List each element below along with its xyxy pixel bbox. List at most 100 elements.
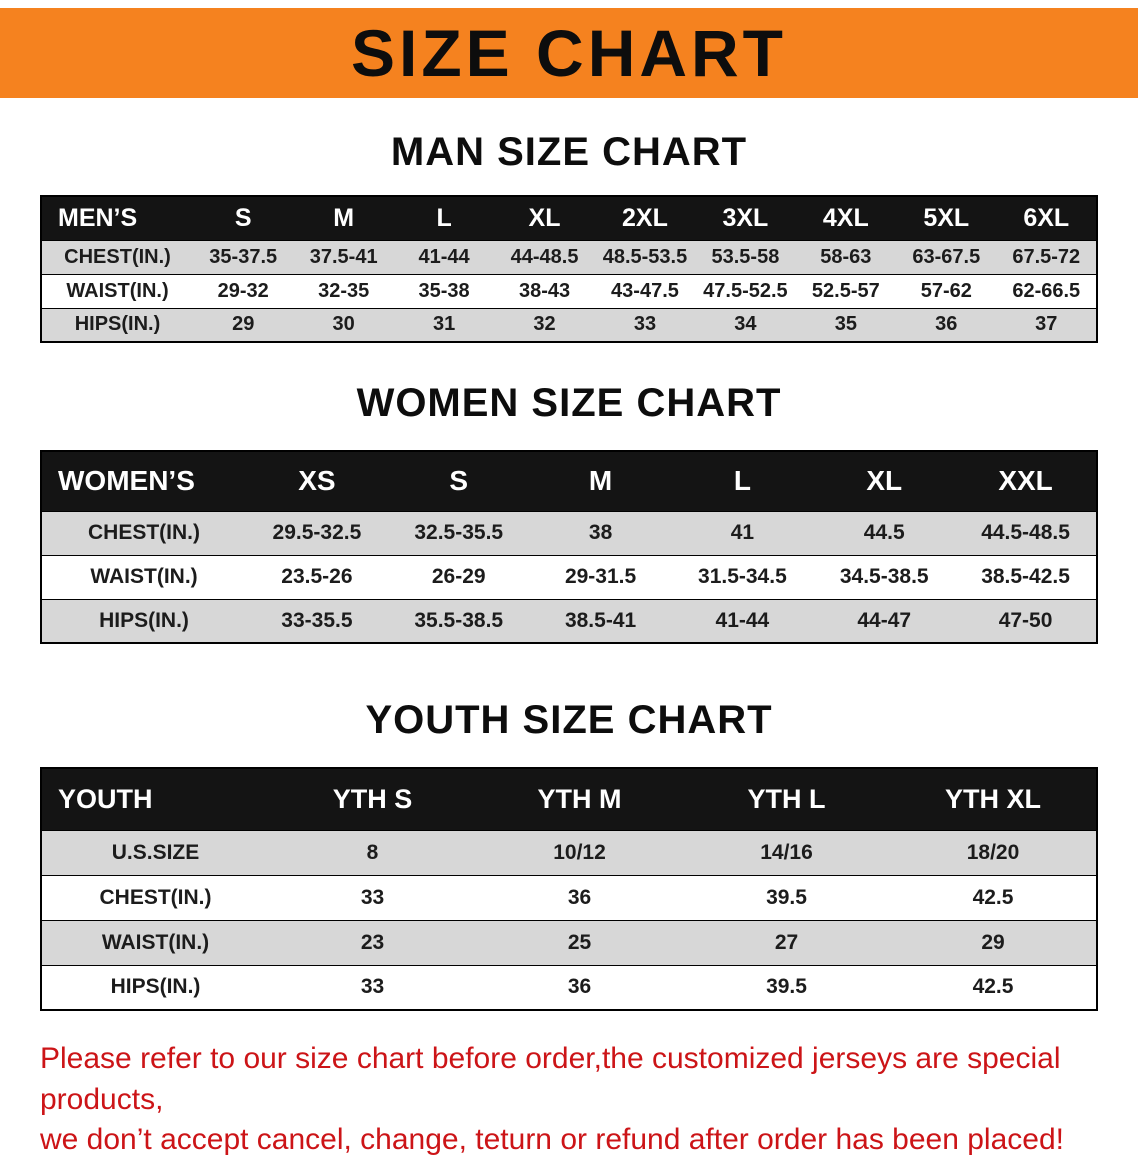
measurement-label-cell: CHEST(IN.) <box>41 874 269 920</box>
measurement-value-cell: 31.5-34.5 <box>671 554 814 599</box>
measurement-value-cell: 10/12 <box>476 829 683 875</box>
measurement-value-cell: 33 <box>269 964 476 1010</box>
measurement-row: CHEST(IN.) 33 36 39.5 42.5 <box>41 874 1097 920</box>
disclaimer-line-1: Please refer to our size chart before or… <box>40 1042 1061 1116</box>
size-header-cell: 5XL <box>896 196 997 240</box>
measurement-value-cell: 33 <box>269 874 476 920</box>
man-section-heading: MAN SIZE CHART <box>390 130 748 174</box>
measurement-value-cell: 34.5-38.5 <box>813 554 956 599</box>
measurement-value-cell: 38.5-41 <box>529 598 672 643</box>
measurement-value-cell: 8 <box>269 829 476 875</box>
measurement-label-cell: WAIST(IN.) <box>41 554 246 599</box>
measurement-value-cell: 39.5 <box>683 874 890 920</box>
youth-section-heading: YOUTH SIZE CHART <box>365 698 773 742</box>
measurement-value-cell: 18/20 <box>890 829 1097 875</box>
measurement-value-cell: 37 <box>996 307 1097 342</box>
measurement-label-cell: HIPS(IN.) <box>41 598 246 643</box>
measurement-value-cell: 62-66.5 <box>996 273 1097 308</box>
measurement-value-cell: 47-50 <box>955 598 1097 643</box>
disclaimer-line-2: we don’t accept cancel, change, teturn o… <box>40 1123 1064 1156</box>
measurement-value-cell: 44.5 <box>813 510 956 555</box>
measurement-row: CHEST(IN.) 29.5-32.5 32.5-35.5 38 41 44.5 44.5… <box>41 510 1097 555</box>
measurement-value-cell: 29 <box>890 919 1097 965</box>
measurement-row: HIPS(IN.) 33 36 39.5 42.5 <box>41 964 1097 1010</box>
measurement-label-cell: CHEST(IN.) <box>41 510 246 555</box>
measurement-value-cell: 29 <box>193 307 294 342</box>
measurement-value-cell: 36 <box>476 964 683 1010</box>
size-header-cell: L <box>393 196 495 240</box>
measurement-value-cell: 33 <box>594 307 696 342</box>
measurement-value-cell: 34 <box>695 307 796 342</box>
measurement-value-cell: 53.5-58 <box>695 239 796 274</box>
measurement-value-cell: 63-67.5 <box>896 239 997 274</box>
measurement-value-cell: 35.5-38.5 <box>387 598 530 643</box>
measurement-label-cell: HIPS(IN.) <box>41 307 193 342</box>
measurement-value-cell: 35 <box>795 307 897 342</box>
size-header-cell: M <box>529 451 672 511</box>
measurement-row: WAIST(IN.) 29-32 32-35 35-38 38-43 43-47.5 47.… <box>41 273 1097 308</box>
measurement-value-cell: 38 <box>529 510 672 555</box>
measurement-value-cell: 41-44 <box>671 598 814 643</box>
measurement-value-cell: 32 <box>494 307 595 342</box>
measurement-value-cell: 44-47 <box>813 598 956 643</box>
measurement-label-cell: CHEST(IN.) <box>41 239 193 274</box>
measurement-row: HIPS(IN.) 29 30 31 32 33 34 35 36 37 <box>41 307 1097 342</box>
measurement-value-cell: 41-44 <box>393 239 495 274</box>
table-title-cell: WOMEN’S <box>41 451 246 511</box>
table-title-cell: MEN’S <box>41 196 193 240</box>
size-header-cell: S <box>193 196 294 240</box>
measurement-value-cell: 23.5-26 <box>246 554 388 599</box>
measurement-value-cell: 67.5-72 <box>996 239 1097 274</box>
measurement-value-cell: 52.5-57 <box>795 273 897 308</box>
measurement-value-cell: 38-43 <box>494 273 595 308</box>
measurement-row: CHEST(IN.) 35-37.5 37.5-41 41-44 44-48.5 48.5… <box>41 239 1097 274</box>
measurement-row: U.S.SIZE 8 10/12 14/16 18/20 <box>41 829 1097 875</box>
size-header-cell: XL <box>813 451 956 511</box>
size-header-cell: 4XL <box>795 196 897 240</box>
measurement-label-cell: WAIST(IN.) <box>41 919 269 965</box>
measurement-value-cell: 38.5-42.5 <box>955 554 1097 599</box>
table-header-row: YOUTH YTH S YTH M YTH L YTH XL <box>41 768 1097 830</box>
measurement-value-cell: 42.5 <box>890 964 1097 1010</box>
size-header-cell: YTH L <box>683 768 890 830</box>
measurement-value-cell: 30 <box>293 307 394 342</box>
size-header-cell: XXL <box>955 451 1097 511</box>
youth-size-table: YOUTH YTH S YTH M YTH L YTH XL U.S.SIZE 8 10/12… <box>40 767 1098 1011</box>
measurement-value-cell: 33-35.5 <box>246 598 388 643</box>
size-chart-banner: SIZE CHART <box>0 8 1138 98</box>
measurement-value-cell: 44-48.5 <box>494 239 595 274</box>
measurement-value-cell: 37.5-41 <box>293 239 394 274</box>
measurement-label-cell: HIPS(IN.) <box>41 964 269 1010</box>
measurement-value-cell: 31 <box>393 307 495 342</box>
measurement-value-cell: 41 <box>671 510 814 555</box>
size-header-cell: L <box>671 451 814 511</box>
measurement-label-cell: U.S.SIZE <box>41 829 269 875</box>
men-size-table: MEN’S S M L XL 2XL 3XL 4XL 5XL 6XL CHEST(IN.) 35-37… <box>40 195 1098 343</box>
size-header-cell: 2XL <box>594 196 696 240</box>
measurement-value-cell: 44.5-48.5 <box>955 510 1097 555</box>
size-header-cell: M <box>293 196 394 240</box>
table-header-row: MEN’S S M L XL 2XL 3XL 4XL 5XL 6XL <box>41 196 1097 240</box>
measurement-value-cell: 47.5-52.5 <box>695 273 796 308</box>
measurement-value-cell: 36 <box>476 874 683 920</box>
women-section-heading: WOMEN SIZE CHART <box>356 381 782 425</box>
size-header-cell: YTH M <box>476 768 683 830</box>
measurement-row: HIPS(IN.) 33-35.5 35.5-38.5 38.5-41 41-44 44-… <box>41 598 1097 643</box>
measurement-value-cell: 27 <box>683 919 890 965</box>
measurement-value-cell: 48.5-53.5 <box>594 239 696 274</box>
measurement-value-cell: 14/16 <box>683 829 890 875</box>
measurement-value-cell: 43-47.5 <box>594 273 696 308</box>
table-title-cell: YOUTH <box>41 768 269 830</box>
measurement-row: WAIST(IN.) 23 25 27 29 <box>41 919 1097 965</box>
measurement-row: WAIST(IN.) 23.5-26 26-29 29-31.5 31.5-34.5 34… <box>41 554 1097 599</box>
measurement-value-cell: 23 <box>269 919 476 965</box>
measurement-value-cell: 39.5 <box>683 964 890 1010</box>
measurement-value-cell: 35-38 <box>393 273 495 308</box>
measurement-value-cell: 42.5 <box>890 874 1097 920</box>
disclaimer-text: Please refer to our size chart before or… <box>40 1039 1098 1161</box>
measurement-value-cell: 25 <box>476 919 683 965</box>
size-header-cell: XS <box>246 451 388 511</box>
measurement-value-cell: 57-62 <box>896 273 997 308</box>
table-header-row: WOMEN’S XS S M L XL XXL <box>41 451 1097 511</box>
measurement-value-cell: 35-37.5 <box>193 239 294 274</box>
